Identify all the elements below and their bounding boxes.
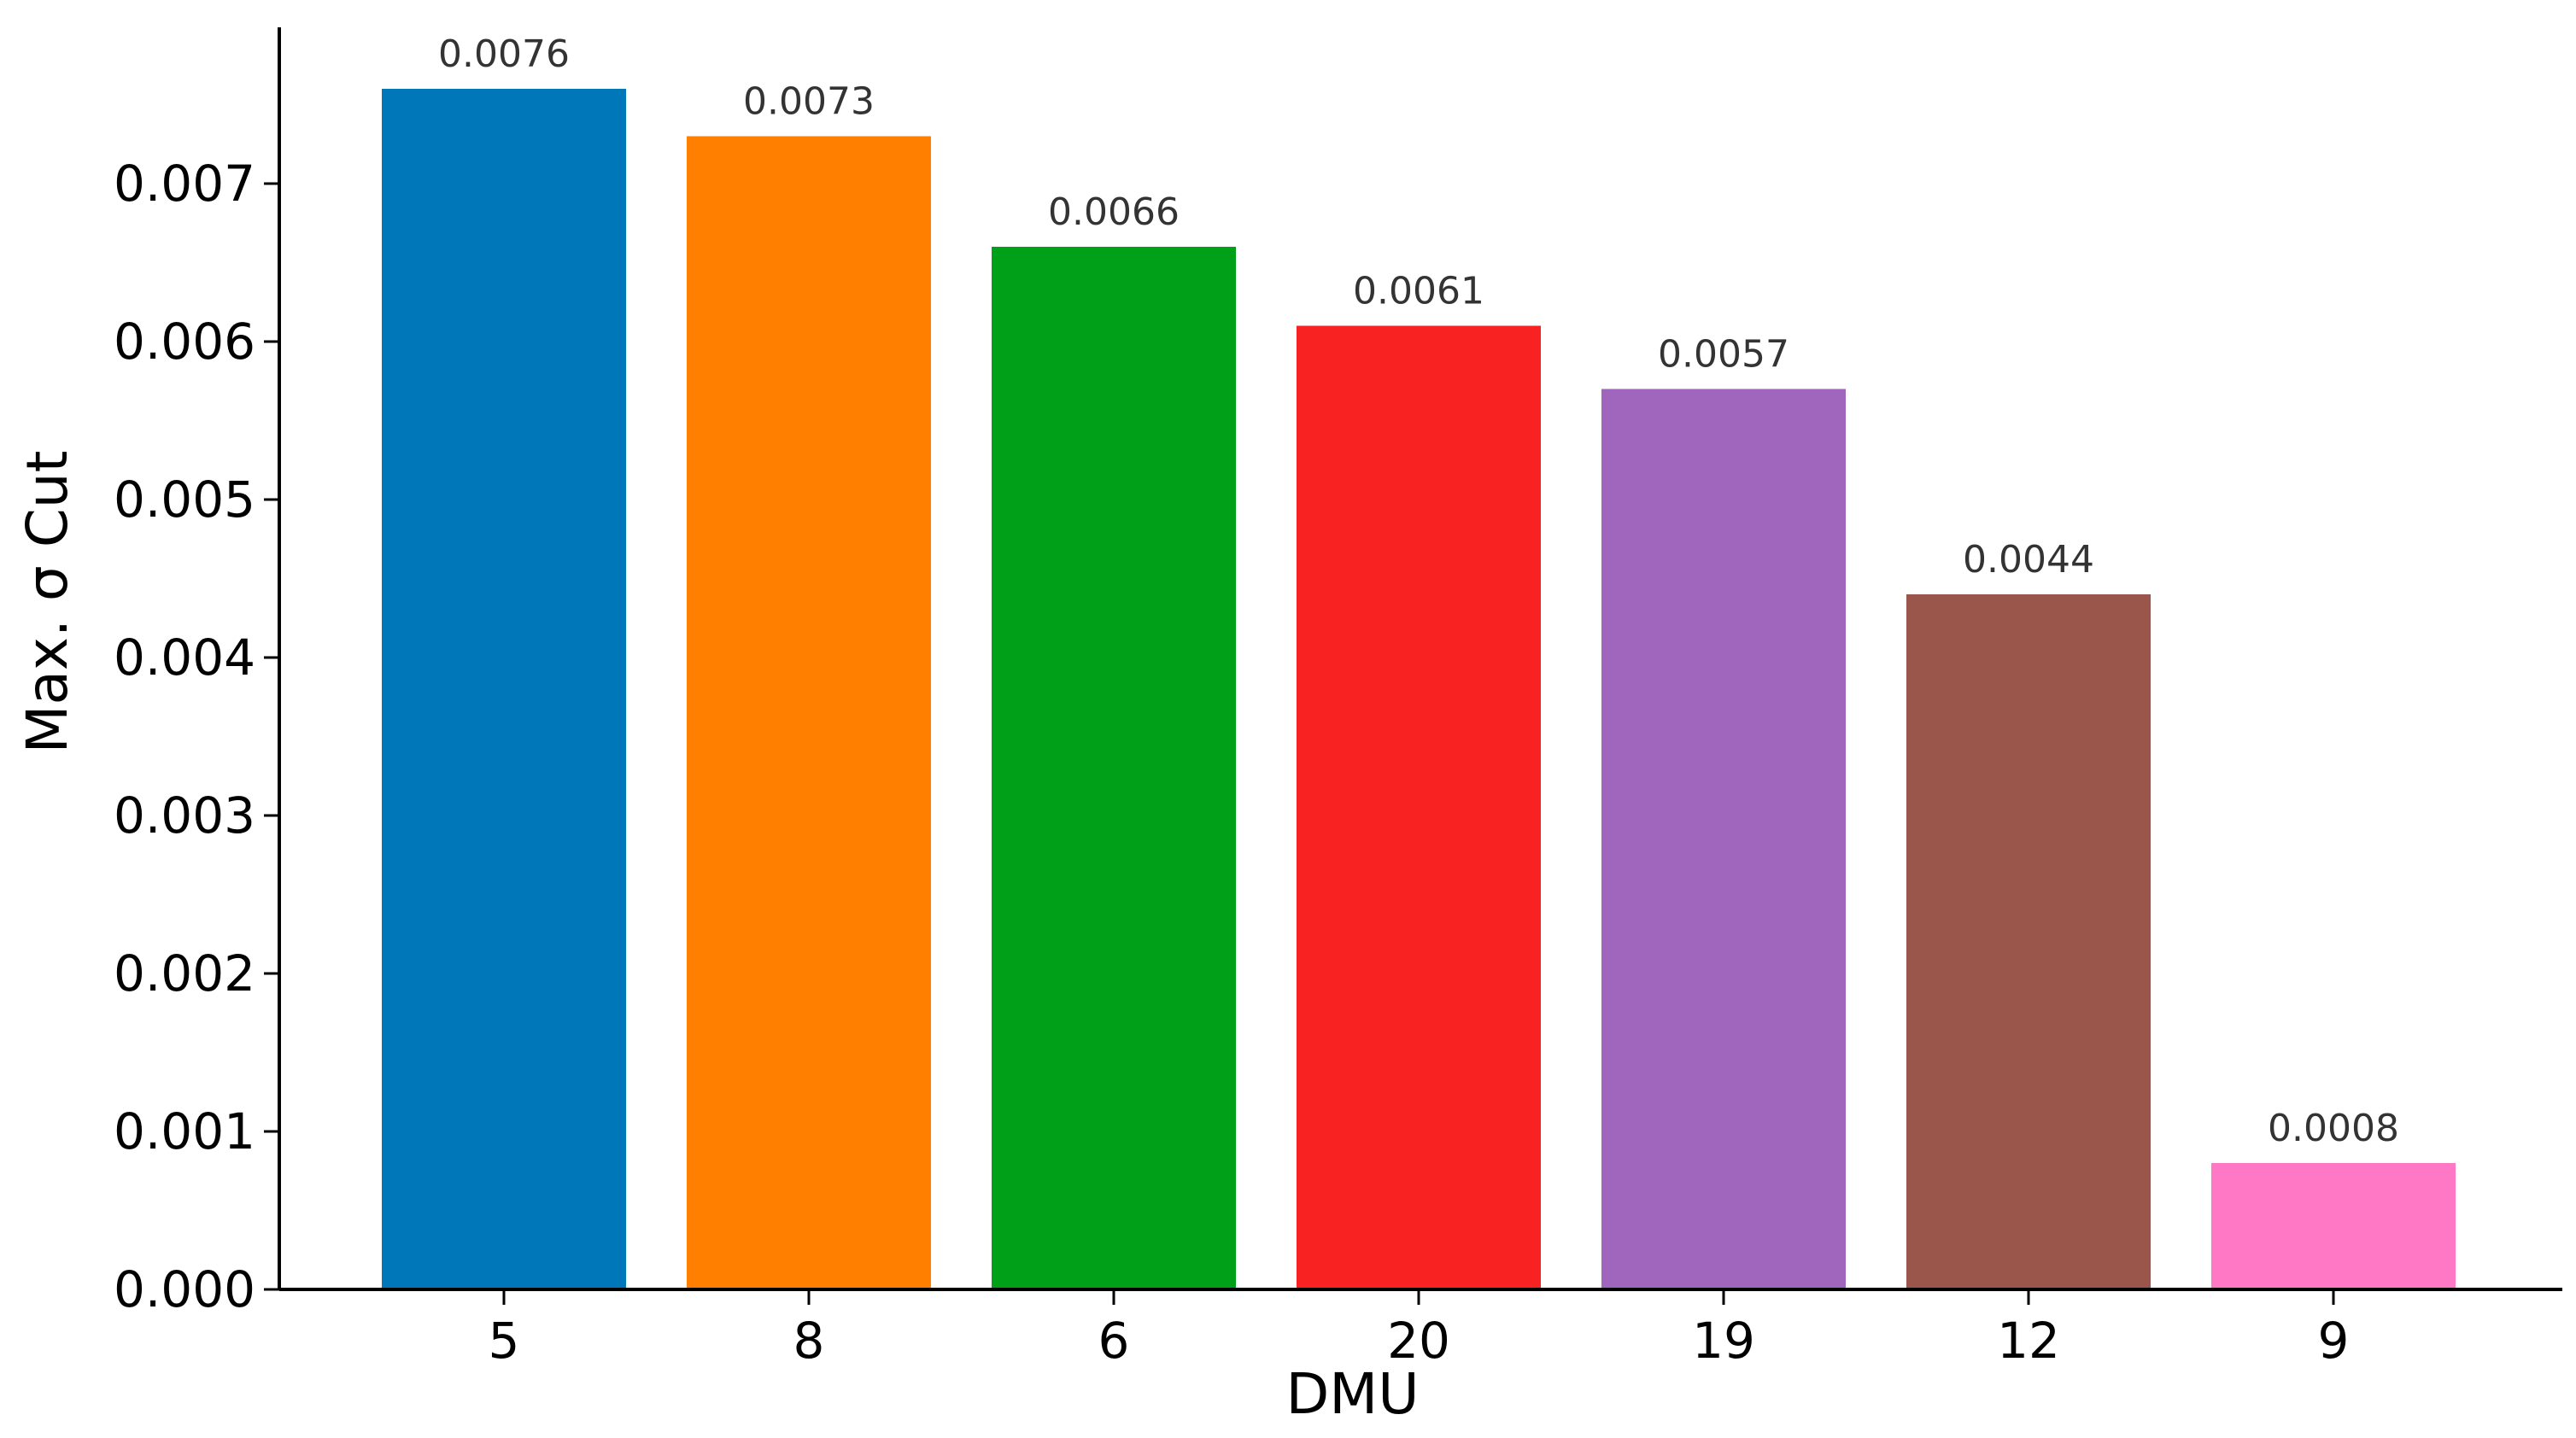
bar-9 <box>2211 1163 2456 1289</box>
bar-8 <box>687 136 931 1289</box>
data-label-8: 0.0073 <box>743 80 875 124</box>
data-label-12: 0.0044 <box>1963 538 2094 582</box>
y-tick-label: 0.005 <box>114 471 255 529</box>
x-tick-label: 12 <box>1997 1312 2060 1370</box>
bar-6 <box>992 247 1236 1289</box>
x-axis-title: DMU <box>1285 1361 1419 1427</box>
data-label-9: 0.0008 <box>2268 1107 2399 1150</box>
bar-5 <box>382 89 626 1289</box>
bar-12 <box>1906 594 2151 1289</box>
bar-19 <box>1601 389 1846 1289</box>
x-axis-ticks: 5 8 6 20 19 12 9 <box>489 1289 2350 1370</box>
x-tick-label: 6 <box>1098 1312 1130 1370</box>
y-tick-label: 0.007 <box>114 155 255 213</box>
data-label-6: 0.0066 <box>1048 190 1180 234</box>
y-tick-label: 0.000 <box>114 1260 255 1318</box>
data-label-19: 0.0057 <box>1658 333 1789 377</box>
y-axis-ticks: 0.000 0.001 0.002 0.003 0.004 0.005 0.006 0.007 <box>114 155 279 1318</box>
data-labels-group: 0.0076 0.0073 0.0066 0.0061 0.0057 0.0044 0.00… <box>438 32 2399 1150</box>
x-tick-label: 8 <box>793 1312 825 1370</box>
data-label-20: 0.0061 <box>1353 270 1484 313</box>
y-tick-label: 0.004 <box>114 628 255 687</box>
bars-group <box>382 89 2456 1289</box>
y-axis-title: Max. σ Cut <box>15 450 80 753</box>
x-tick-label: 20 <box>1387 1312 1450 1370</box>
x-tick-label: 9 <box>2318 1312 2350 1370</box>
bar-20 <box>1297 325 1541 1289</box>
y-tick-label: 0.006 <box>114 313 255 371</box>
y-tick-label: 0.001 <box>114 1102 255 1160</box>
y-tick-label: 0.003 <box>114 786 255 845</box>
x-tick-label: 5 <box>489 1312 520 1370</box>
x-tick-label: 19 <box>1692 1312 1755 1370</box>
y-tick-label: 0.002 <box>114 944 255 1003</box>
data-label-5: 0.0076 <box>438 32 570 76</box>
